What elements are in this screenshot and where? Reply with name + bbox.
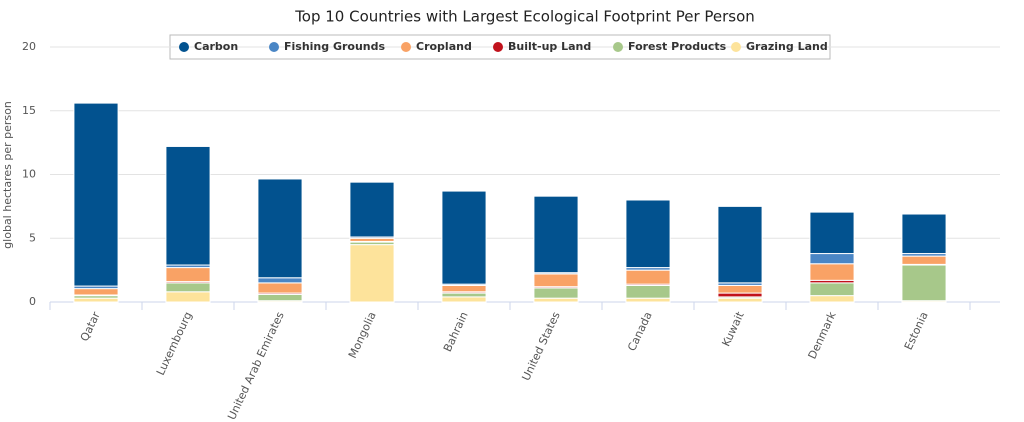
bar-segment — [901, 255, 947, 265]
legend-label[interactable]: Fishing Grounds — [284, 40, 386, 53]
bar-segment — [533, 195, 579, 274]
legend-marker[interactable] — [613, 42, 623, 52]
legend-label[interactable]: Cropland — [416, 40, 472, 53]
bar-segment — [73, 102, 119, 287]
legend-marker[interactable] — [731, 42, 741, 52]
bar-segment — [349, 244, 395, 303]
bar-segment — [717, 205, 763, 284]
bar-segment — [349, 181, 395, 238]
bar-segment — [533, 297, 579, 303]
legend-label[interactable]: Built-up Land — [508, 40, 591, 53]
bar-segment — [809, 295, 855, 303]
y-axis-title: global hectares per person — [1, 101, 14, 249]
legend-label[interactable]: Grazing Land — [746, 40, 828, 53]
legend-marker[interactable] — [179, 42, 189, 52]
x-tick-label: United States — [519, 310, 562, 383]
bar-segment — [165, 282, 211, 293]
bar-segment — [809, 253, 855, 265]
bar-segment — [441, 296, 487, 303]
bar-segment — [625, 269, 671, 285]
x-tick-label: Kuwait — [719, 309, 747, 348]
legend-marker[interactable] — [401, 42, 411, 52]
y-tick-label: 20 — [22, 40, 36, 53]
legend-label[interactable]: Carbon — [194, 40, 238, 53]
x-tick-label: United Arab Emirates — [225, 310, 287, 422]
bar-segment — [73, 288, 119, 296]
y-tick-label: 15 — [22, 104, 36, 117]
legend-marker[interactable] — [269, 42, 279, 52]
bar-segment — [717, 292, 763, 298]
y-tick-label: 10 — [22, 168, 36, 181]
x-tick-label: Denmark — [806, 309, 839, 361]
y-tick-label: 5 — [29, 231, 36, 244]
bar-segment — [257, 282, 303, 294]
bar-segment — [625, 297, 671, 303]
legend-label[interactable]: Forest Products — [628, 40, 727, 53]
bar-segment — [257, 293, 303, 302]
x-tick-label: Qatar — [78, 309, 103, 343]
bar-segment — [165, 291, 211, 303]
bar-segment — [73, 297, 119, 303]
x-tick-label: Bahrain — [441, 310, 471, 354]
bar-segment — [257, 277, 303, 284]
y-tick-label: 0 — [29, 295, 36, 308]
bar-segment — [901, 213, 947, 255]
bar-segment — [165, 145, 211, 266]
bar-segment — [625, 199, 671, 269]
legend-marker[interactable] — [493, 42, 503, 52]
bar-segment — [441, 284, 487, 293]
bar-segment — [257, 178, 303, 279]
x-tick-label: Estonia — [902, 310, 931, 352]
x-tick-label: Canada — [625, 310, 654, 353]
bar-segment — [533, 287, 579, 299]
bar-segment — [809, 211, 855, 255]
bar-segment — [165, 267, 211, 283]
x-tick-label: Luxembourg — [154, 310, 195, 378]
bar-segment — [533, 273, 579, 288]
bar-segment — [901, 264, 947, 302]
bar-segment — [441, 190, 487, 285]
bar-segment — [809, 282, 855, 297]
bar-segment — [441, 292, 487, 298]
bar-segment — [625, 284, 671, 299]
bar-segment — [717, 297, 763, 303]
bar-segment — [809, 263, 855, 281]
chart-title: Top 10 Countries with Largest Ecological… — [294, 8, 755, 26]
x-tick-label: Mongolia — [346, 310, 379, 361]
bar-segment — [717, 284, 763, 294]
